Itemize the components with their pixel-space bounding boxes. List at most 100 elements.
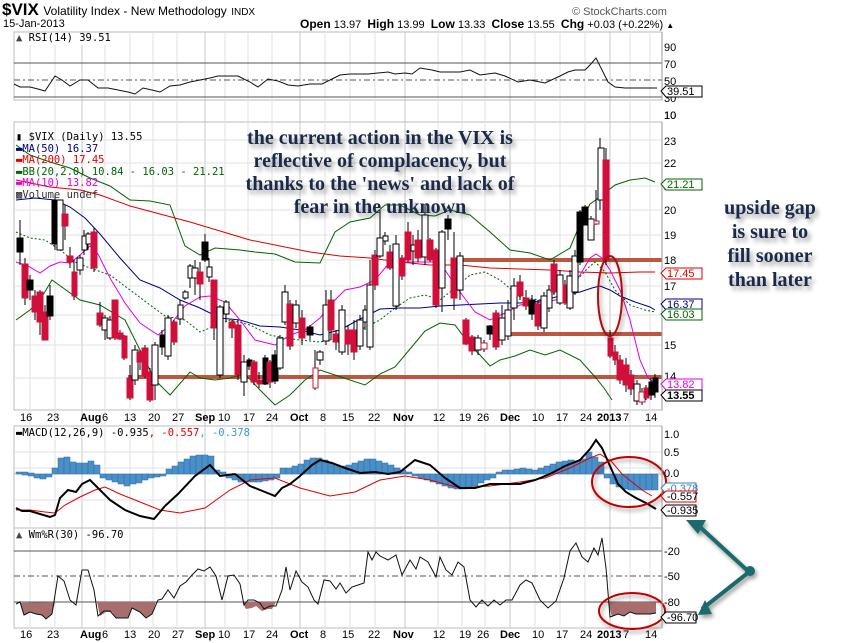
svg-text:2013: 2013	[597, 412, 621, 424]
rsi-panel	[13, 31, 663, 101]
svg-text:2013: 2013	[597, 629, 621, 641]
svg-text:6: 6	[102, 629, 108, 641]
gap-highlight-ellipse	[597, 255, 623, 337]
svg-text:27: 27	[172, 412, 184, 424]
bb-upper-tag: 21.21	[660, 178, 703, 191]
svg-text:21.21: 21.21	[667, 179, 695, 191]
svg-text:19: 19	[664, 230, 676, 242]
svg-text:15: 15	[342, 412, 354, 424]
svg-text:13.82: 13.82	[667, 379, 695, 391]
macd-signal-tag: -0.557	[660, 490, 698, 503]
svg-text:19: 19	[459, 412, 471, 424]
svg-text:24: 24	[580, 629, 592, 641]
ma50-tag: 16.37	[660, 298, 703, 311]
svg-text:70: 70	[664, 59, 676, 71]
svg-text:17: 17	[243, 629, 255, 641]
svg-text:Oct: Oct	[290, 412, 309, 424]
svg-text:27: 27	[172, 629, 184, 641]
candle-icon: ▮	[16, 131, 23, 143]
svg-text:20: 20	[148, 629, 160, 641]
line-swatch-icon: ▬	[16, 154, 23, 166]
exchange: INDX	[231, 7, 256, 18]
svg-text:-80: -80	[664, 597, 680, 609]
rsi-line	[13, 57, 657, 95]
svg-text:90: 90	[664, 42, 676, 54]
ma200-tag: 17.45	[660, 267, 703, 280]
svg-text:0.0: 0.0	[664, 468, 679, 480]
svg-text:23: 23	[664, 136, 676, 148]
svg-text:-96.70: -96.70	[667, 612, 698, 624]
svg-text:12: 12	[433, 629, 445, 641]
svg-text:22: 22	[368, 412, 380, 424]
svg-text:24: 24	[266, 412, 278, 424]
svg-text:39.51: 39.51	[667, 86, 695, 98]
svg-text:50: 50	[664, 76, 676, 88]
legend-volume: ▩Volume undef	[16, 188, 99, 201]
svg-text:24: 24	[580, 412, 592, 424]
macd-line-tag: -0.935	[660, 504, 698, 517]
rsi-reference-lines	[14, 62, 662, 98]
svg-text:Aug: Aug	[80, 629, 101, 641]
change-label: Chg	[560, 17, 585, 31]
svg-text:14: 14	[645, 412, 657, 424]
chart-date: 15-Jan-2013	[3, 18, 65, 30]
complacency-annotation: the current action in the VIX is reflect…	[245, 127, 515, 218]
svg-text:13: 13	[124, 629, 136, 641]
svg-text:16: 16	[20, 629, 32, 641]
svg-text:20: 20	[148, 412, 160, 424]
price-legend: ▮ $VIX (Daily) 13.55 ▬MA(50) 16.37 ▬MA(2…	[16, 131, 225, 201]
bollinger-lower	[15, 279, 613, 406]
svg-text:Aug: Aug	[80, 412, 101, 424]
line-swatch-icon: ▬	[16, 142, 23, 155]
low-value: 13.33	[457, 19, 486, 31]
line-swatch-icon: ▬	[16, 177, 23, 189]
line-swatch-icon: ▬	[16, 427, 23, 439]
high-label: High	[367, 17, 395, 31]
svg-text:Sep: Sep	[195, 412, 215, 424]
willr-oversold-fill	[16, 602, 656, 619]
svg-text:10: 10	[532, 412, 544, 424]
svg-text:16: 16	[20, 412, 32, 424]
svg-text:10: 10	[532, 629, 544, 641]
svg-text:23: 23	[47, 629, 59, 641]
willr-highlight-ellipse	[598, 592, 666, 630]
price-axis: 23 22 21 20 19 18 17 16 15 14 10	[661, 110, 676, 410]
svg-text:8: 8	[320, 412, 326, 424]
line-swatch-icon: ▬	[16, 165, 23, 178]
svg-text:14: 14	[645, 629, 657, 641]
svg-text:0.5: 0.5	[664, 447, 679, 459]
close-tag: 13.55	[660, 389, 703, 402]
triangle-up-icon: ▲	[666, 21, 675, 30]
svg-text:26: 26	[477, 629, 489, 641]
close-label: Close	[491, 17, 525, 31]
annotation-arrows	[686, 520, 755, 615]
svg-text:-0.935: -0.935	[667, 505, 698, 517]
svg-text:17: 17	[556, 412, 568, 424]
svg-text:10: 10	[218, 412, 230, 424]
svg-text:Dec: Dec	[500, 629, 520, 641]
high-value: 13.99	[397, 19, 425, 31]
svg-text:16.03: 16.03	[667, 309, 695, 321]
svg-text:Oct: Oct	[290, 629, 309, 641]
mountain-icon: ▲	[16, 529, 23, 541]
svg-text:Sep: Sep	[195, 629, 215, 641]
support-resistance-lines	[128, 258, 662, 379]
svg-text:17: 17	[556, 629, 568, 641]
svg-text:Nov: Nov	[393, 629, 415, 641]
macd-legend: ▬MACD(12,26,9) -0.935, -0.557, -0.378	[16, 427, 250, 439]
copyright: © StockCharts.com	[572, 6, 667, 18]
svg-text:-20: -20	[664, 546, 680, 558]
open-value: 13.97	[333, 19, 362, 31]
legend-vix: ▮ $VIX (Daily) 13.55	[16, 131, 143, 143]
instrument-name: Volatility Index - New Methodology	[43, 4, 227, 18]
symbol: $VIX	[2, 0, 39, 19]
rsi-value-tag: 39.51	[660, 85, 703, 98]
ma10-tag: 13.82	[660, 378, 703, 391]
legend-ma10: ▬MA(10) 13.82	[16, 177, 99, 189]
svg-text:23: 23	[47, 412, 59, 424]
svg-text:10: 10	[664, 110, 676, 122]
willr-axis: -20 -50 -80	[661, 528, 680, 628]
svg-text:13: 13	[124, 412, 136, 424]
ohlc-summary: Open 13.97 High 13.99 Low 13.33 Close 13…	[300, 17, 674, 31]
